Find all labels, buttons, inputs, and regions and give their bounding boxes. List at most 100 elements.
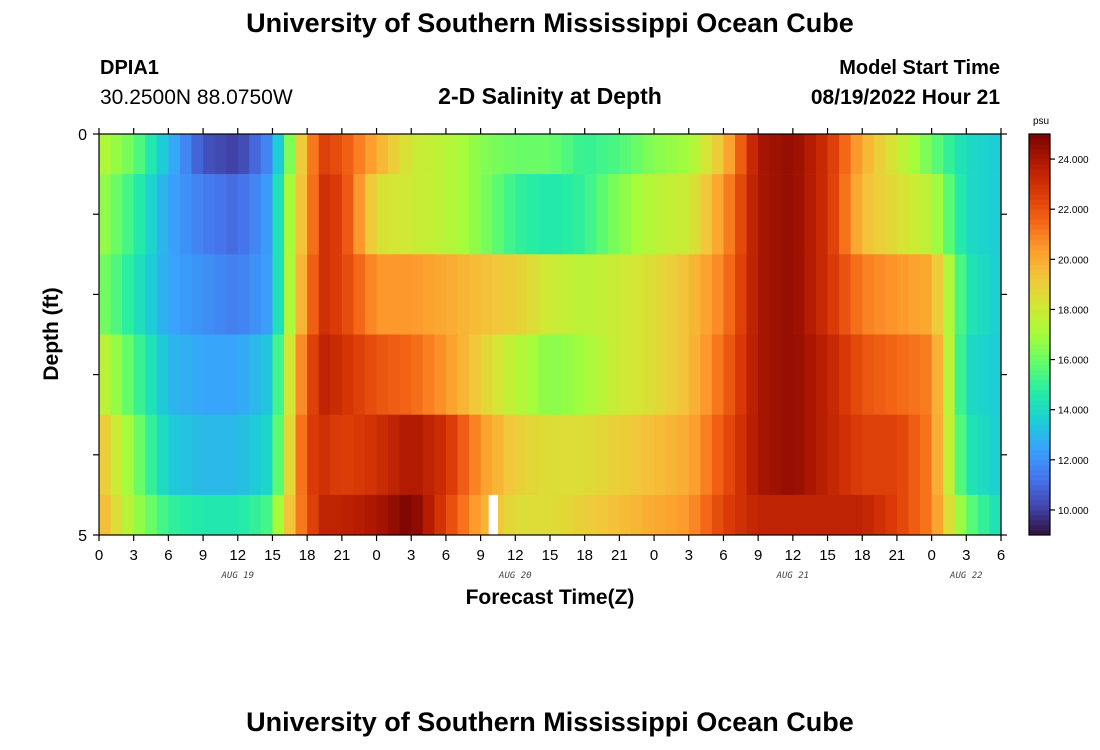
heatmap-cell — [376, 414, 389, 496]
heatmap-cell — [920, 414, 933, 496]
heatmap-cell — [550, 134, 563, 175]
x-tick-label: 9 — [476, 547, 484, 564]
heatmap-cell — [388, 334, 401, 415]
heatmap-cell — [735, 134, 748, 175]
colorbar-segment — [1029, 319, 1050, 325]
heatmap-cell — [353, 254, 366, 335]
heatmap-cell — [284, 494, 297, 536]
heatmap-cell — [330, 134, 343, 175]
heatmap-cell — [885, 494, 898, 536]
x-tick-label: 6 — [164, 547, 172, 564]
heatmap-cell — [954, 254, 967, 335]
heatmap-cell — [550, 494, 563, 536]
heatmap-cell — [203, 134, 216, 175]
colorbar-segment — [1029, 384, 1050, 391]
heatmap-cell — [422, 414, 435, 496]
colorbar-segment — [1029, 234, 1050, 240]
heatmap-cell — [237, 494, 250, 536]
heatmap-cell — [469, 174, 482, 255]
heatmap-cell — [295, 334, 308, 415]
heatmap-cell — [827, 494, 840, 536]
colorbar-tick-label: 18.000 — [1058, 305, 1089, 316]
x-tick-label: 12 — [785, 547, 802, 564]
heatmap-cell — [711, 334, 725, 415]
heatmap-cell — [896, 494, 910, 536]
chart-subtitle: 2-D Salinity at Depth — [438, 83, 662, 109]
heatmap-cell — [330, 334, 343, 415]
heatmap-cell — [260, 494, 274, 536]
heatmap-cell — [839, 254, 852, 335]
heatmap-cell — [145, 494, 158, 536]
heatmap-cell — [943, 334, 956, 415]
heatmap-cell — [642, 174, 655, 255]
heatmap-cell — [885, 174, 898, 255]
heatmap-cell — [700, 254, 713, 335]
heatmap-cell — [226, 334, 239, 415]
heatmap-cell — [943, 134, 956, 175]
heatmap-cell — [550, 414, 563, 496]
heatmap-cell — [341, 414, 355, 496]
heatmap-cell — [561, 414, 574, 496]
heatmap-cell — [214, 494, 227, 536]
heatmap-cell — [769, 134, 782, 175]
heatmap-cell — [284, 174, 297, 255]
heatmap-cell — [411, 174, 424, 255]
heatmap-cell — [411, 134, 424, 175]
colorbar-segment — [1029, 179, 1050, 185]
heatmap-cell — [723, 414, 736, 496]
heatmap-cell — [584, 254, 597, 335]
colorbar-segment — [1029, 164, 1050, 170]
heatmap-cell — [931, 134, 944, 175]
heatmap-cell — [168, 494, 181, 536]
heatmap-cell — [654, 334, 667, 415]
heatmap-cell — [538, 334, 551, 415]
colorbar-segment — [1029, 354, 1050, 361]
heatmap-cell — [364, 414, 378, 496]
heatmap-cell — [469, 494, 482, 536]
heatmap-cell — [249, 254, 262, 335]
colorbar-segment — [1029, 199, 1050, 205]
heatmap-cell — [665, 254, 678, 335]
heatmap-cell — [318, 494, 331, 536]
heatmap-cell — [515, 174, 528, 255]
colorbar-segment — [1029, 504, 1050, 511]
heatmap-cell — [700, 494, 713, 536]
heatmap-cell — [226, 414, 239, 496]
heatmap-cell — [191, 174, 204, 255]
heatmap-cell — [295, 254, 308, 335]
heatmap-cell — [735, 414, 748, 496]
heatmap-cell — [445, 334, 459, 415]
heatmap-cell — [399, 134, 412, 175]
heatmap-cell — [989, 134, 1002, 175]
heatmap-cell — [735, 494, 748, 536]
heatmap-cell — [445, 494, 459, 536]
heatmap-cell — [607, 254, 620, 335]
heatmap-cell — [931, 414, 944, 496]
heatmap-cell — [260, 254, 274, 335]
colorbar-segment — [1029, 174, 1050, 180]
heatmap-cell — [954, 174, 967, 255]
heatmap-cell — [249, 334, 262, 415]
heatmap-cell — [966, 174, 979, 255]
x-tick-label: 18 — [299, 547, 316, 564]
heatmap-cell — [122, 174, 135, 255]
heatmap-cell — [272, 174, 285, 255]
heatmap-cell — [226, 494, 239, 536]
heatmap-cell — [457, 134, 470, 175]
colorbar-segment — [1029, 499, 1050, 506]
heatmap-cell — [156, 254, 169, 335]
colorbar-segment — [1029, 224, 1050, 230]
colorbar-segment — [1029, 294, 1050, 300]
heatmap-cell — [364, 174, 378, 255]
heatmap-cell — [99, 334, 112, 415]
x-tick-label: 3 — [130, 547, 138, 564]
heatmap-cell — [272, 134, 285, 175]
heatmap-cell — [850, 134, 863, 175]
heatmap-cell — [469, 254, 482, 335]
footer-title: University of Southern Mississippi Ocean… — [246, 707, 854, 737]
colorbar-segment — [1029, 194, 1050, 200]
colorbar-segment — [1029, 214, 1050, 220]
heatmap-cell — [735, 254, 748, 335]
colorbar-segment — [1029, 279, 1050, 285]
